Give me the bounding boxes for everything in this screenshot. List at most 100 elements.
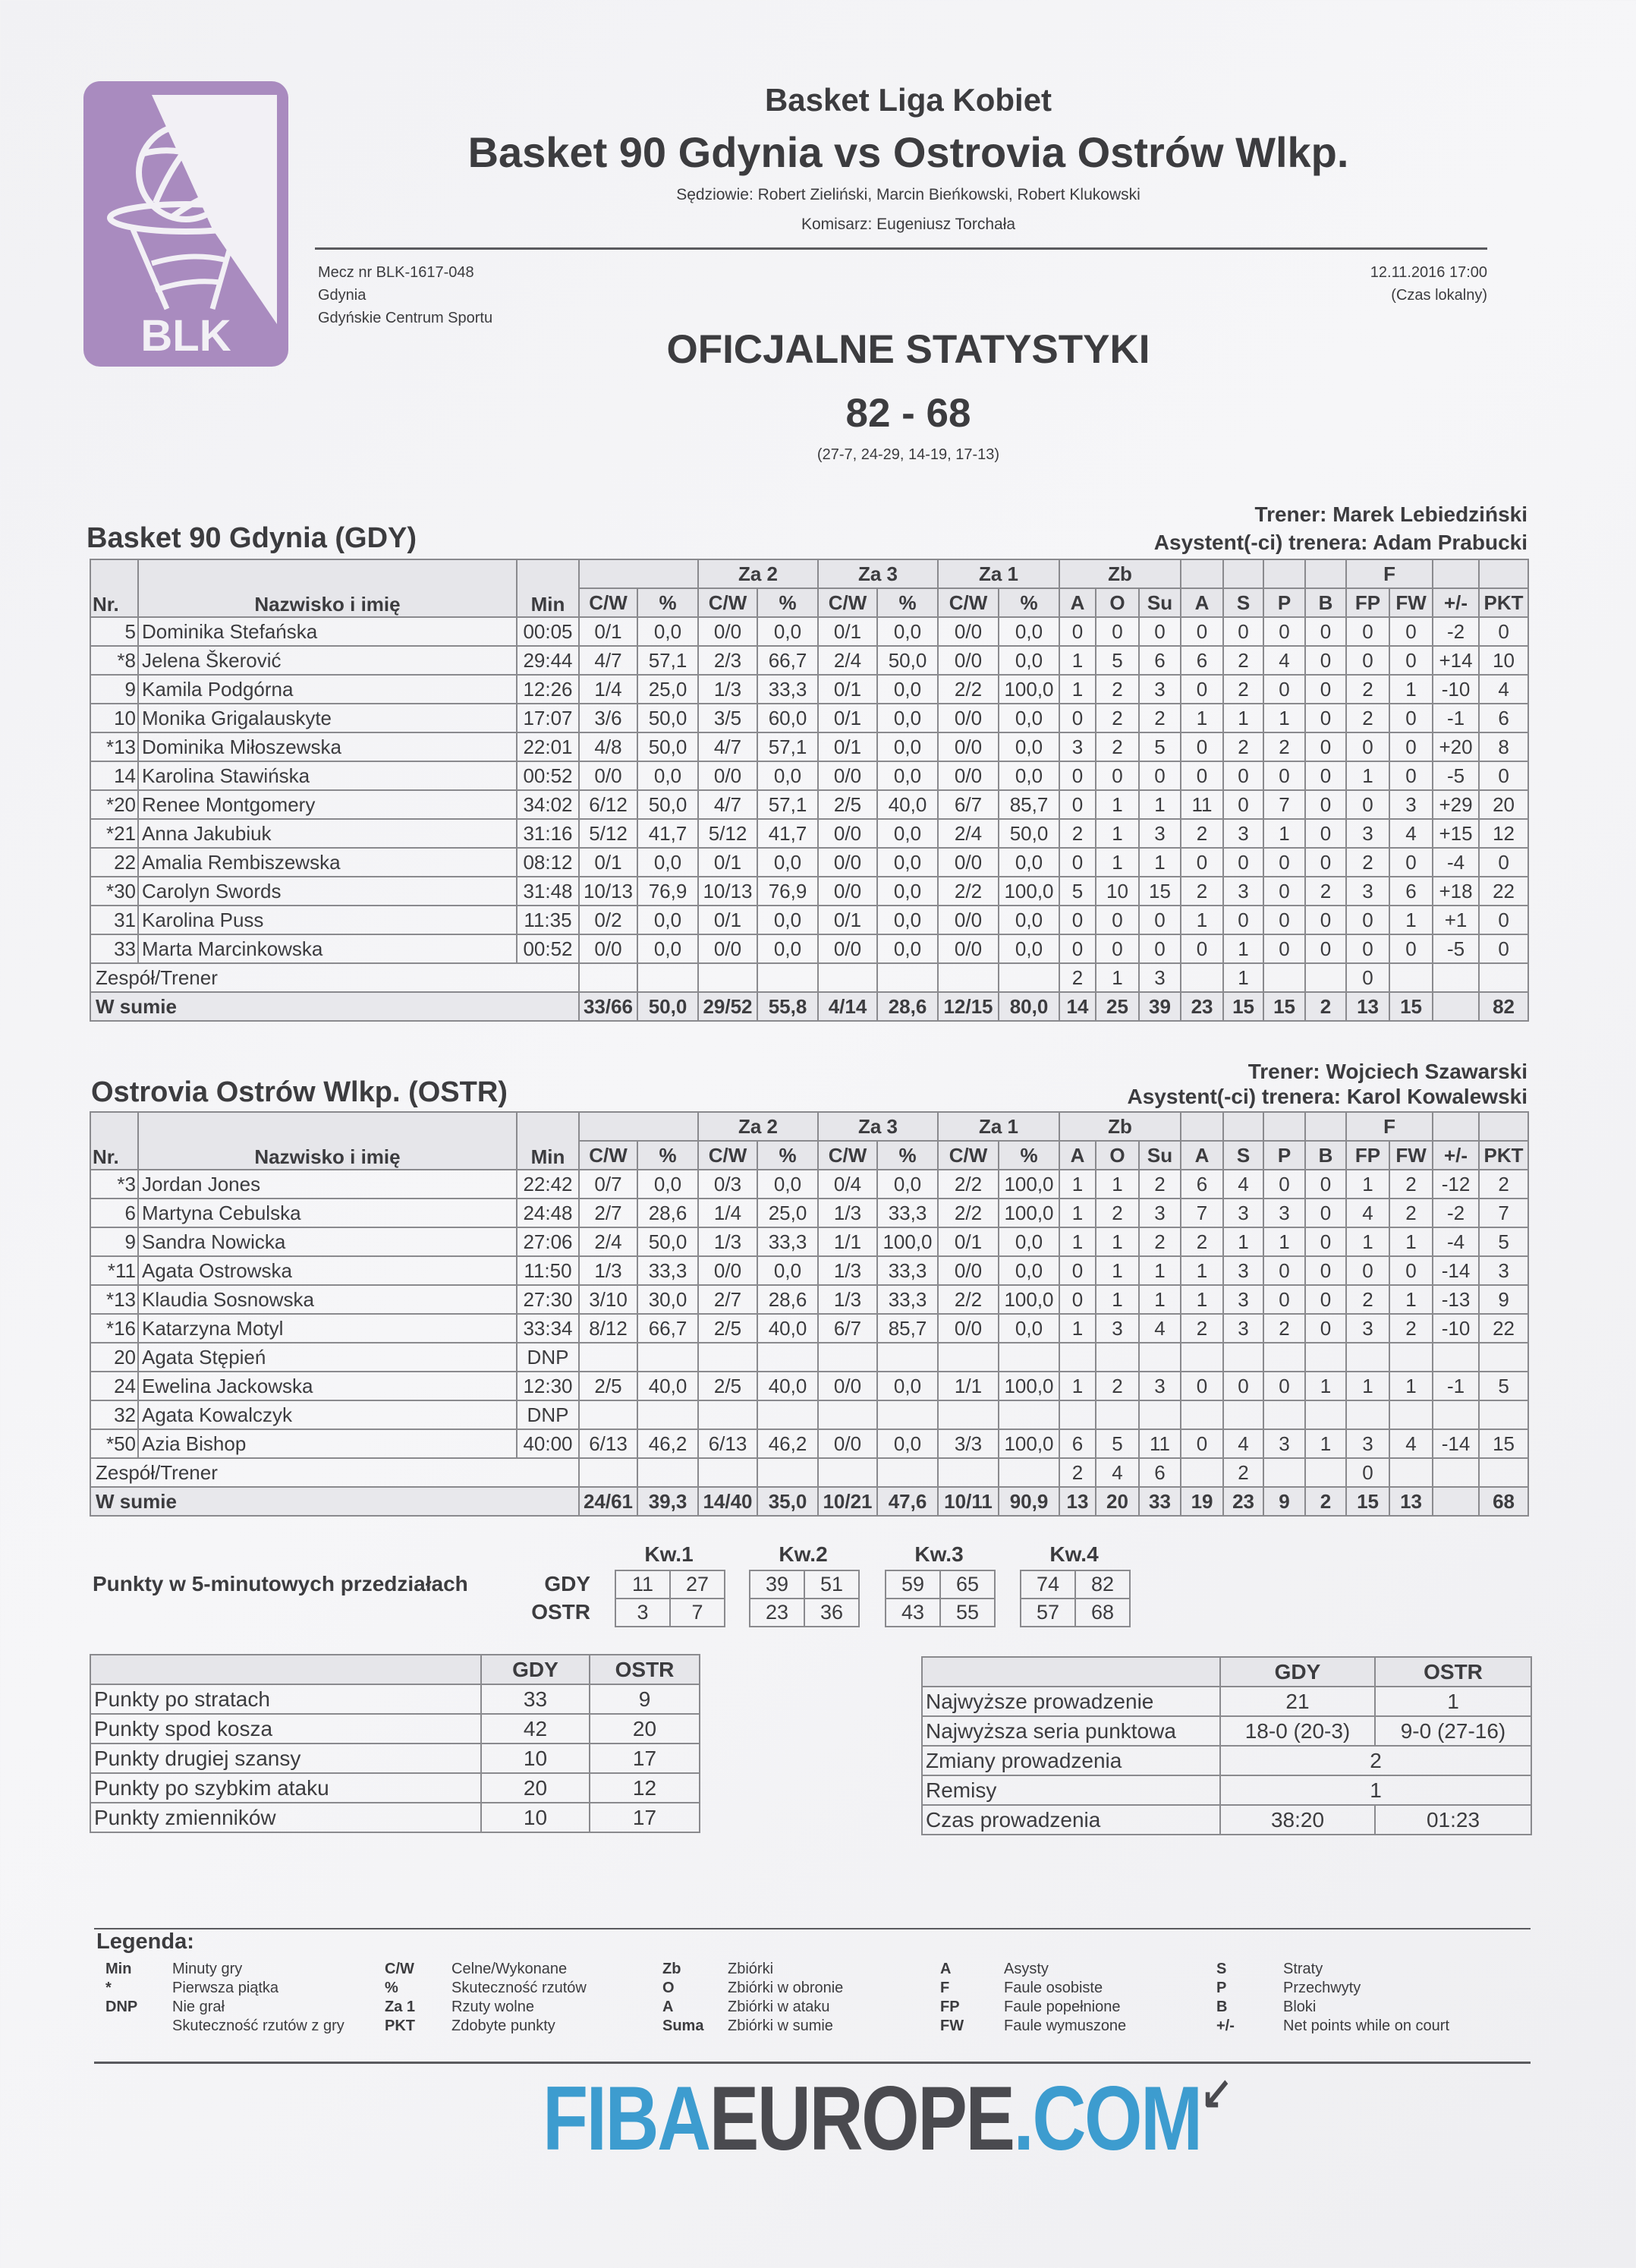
legend-divider-bottom [94, 2062, 1531, 2064]
player-number: *21 [90, 818, 139, 849]
interval-score: 11 [615, 1570, 671, 1599]
stat-fouls-drawn: 0 [1389, 1255, 1434, 1286]
player-name: Renee Montgomery [137, 789, 518, 820]
col-ft-made-att: C/W [937, 587, 999, 618]
stat-fouls-committed: 0 [1345, 789, 1391, 820]
player-number: *13 [90, 1284, 139, 1315]
stat-turnovers: 0 [1222, 847, 1265, 877]
player-row: 6 Martyna Cebulska 24:48 2/7 28,6 1/4 25,0 1/3 3… [90, 1198, 1530, 1228]
points-breakdown-table: GDY OSTR Punkty po stratach 33 9 Punkty spod … [90, 1654, 700, 1833]
stat-two-pct: 25,0 [757, 1198, 819, 1228]
stat-fg-made-att [578, 1342, 638, 1372]
stat-three-made-att: 0/0 [817, 818, 878, 849]
stat-value-ostr: 20 [589, 1713, 700, 1744]
player-minutes: 40:00 [516, 1429, 580, 1459]
player-number: 32 [90, 1400, 139, 1430]
stat-reb-total: 1 [1137, 847, 1182, 877]
stat-plus-minus: -1 [1432, 703, 1480, 733]
stat-points: 12 [1478, 818, 1530, 849]
stat-turnovers: 0 [1222, 616, 1265, 647]
match-venue: Gdyńskie Centrum Sportu [318, 310, 493, 326]
stat-assists [1180, 1400, 1225, 1430]
stat-fouls-committed: 0 [1345, 645, 1391, 676]
col-points: PKT [1478, 587, 1530, 618]
header-cell: GDY [1219, 1656, 1376, 1687]
stat-fouls-committed [1345, 1342, 1391, 1372]
stat-three-pct [876, 1342, 939, 1372]
group-blank [1304, 1111, 1348, 1142]
col-two-made-att: C/W [697, 587, 758, 618]
stat-label: Najwyższe prowadzenie [921, 1686, 1221, 1717]
stat-reb-total: 3 [1137, 818, 1182, 849]
stat-reb-off: 1 [1059, 645, 1096, 676]
legend-desc: Zbiórki [728, 1961, 774, 1977]
total-fg-pct: 39,3 [637, 1486, 699, 1517]
stat-two-made-att: 2/7 [697, 1284, 758, 1315]
col-min: Min [516, 559, 580, 618]
player-number: *16 [90, 1313, 139, 1343]
stat-fouls-drawn: 3 [1389, 789, 1434, 820]
header-cell: OSTR [1374, 1656, 1532, 1687]
total-fouls-drawn: 15 [1389, 991, 1434, 1022]
player-number: *13 [90, 732, 139, 762]
stat-label: Punkty zmienników [90, 1802, 482, 1833]
total-ft-made-att: 12/15 [937, 991, 999, 1022]
stat-reb-def: 2 [1095, 732, 1140, 762]
stat-fg-made-att: 0/0 [578, 761, 638, 791]
team-stat-ft-made-att [937, 1457, 999, 1488]
player-minutes: 31:16 [516, 818, 580, 849]
team-stat-ft-made-att [937, 962, 999, 993]
stat-ft-pct: 0,0 [998, 761, 1060, 791]
stat-reb-def: 2 [1095, 703, 1140, 733]
stat-three-pct: 0,0 [876, 876, 939, 906]
stat-reb-off: 0 [1059, 789, 1096, 820]
stat-three-pct: 33,3 [876, 1284, 939, 1315]
stat-ft-pct: 0,0 [998, 732, 1060, 762]
header-row: GDY OSTR [921, 1656, 1532, 1687]
stat-fouls-drawn: 6 [1389, 876, 1434, 906]
stat-plus-minus: +20 [1432, 732, 1480, 762]
legend-abbr: B [1216, 1999, 1228, 2015]
stat-label: Remisy [921, 1775, 1221, 1806]
stat-assists: 0 [1180, 674, 1225, 704]
stat-blocks [1304, 1342, 1348, 1372]
stat-ft-made-att: 2/2 [937, 1284, 999, 1315]
stat-reb-total: 2 [1137, 1227, 1182, 1257]
stat-value-ostr: 17 [589, 1802, 700, 1833]
team-stat-two-made-att [697, 962, 758, 993]
stat-fg-made-att: 2/7 [578, 1198, 638, 1228]
stat-three-made-att: 0/1 [817, 905, 878, 935]
stat-fouls-drawn: 1 [1389, 1227, 1434, 1257]
stat-two-pct: 28,6 [757, 1284, 819, 1315]
stat-fouls-committed: 2 [1345, 1284, 1391, 1315]
stat-two-pct: 60,0 [757, 703, 819, 733]
stat-plus-minus: -14 [1432, 1255, 1480, 1286]
player-row: 10 Monika Grigalauskyte 17:07 3/6 50,0 3/5 60,… [90, 703, 1530, 733]
group-blank [1432, 1111, 1480, 1142]
stat-ft-made-att: 0/0 [937, 847, 999, 877]
legend-desc: Nie grał [172, 1999, 225, 2015]
stat-fg-pct: 46,2 [637, 1429, 699, 1459]
total-two-made-att: 29/52 [697, 991, 758, 1022]
group-za3: Za 3 [817, 1111, 939, 1142]
stat-ft-pct: 0,0 [998, 645, 1060, 676]
team-stat-ft-pct [998, 962, 1060, 993]
player-row: *20 Renee Montgomery 34:02 6/12 50,0 4/7 57,1 2… [90, 789, 1530, 820]
team-stat-reb-total: 3 [1137, 962, 1182, 993]
stat-two-made-att: 2/5 [697, 1371, 758, 1401]
stat-fg-made-att: 2/5 [578, 1371, 638, 1401]
stat-assists: 1 [1180, 1255, 1225, 1286]
header-cell [90, 1654, 482, 1685]
stat-reb-off: 0 [1059, 934, 1096, 964]
stat-three-made-att: 2/5 [817, 789, 878, 820]
player-row: *11 Agata Ostrowska 11:50 1/3 33,3 0/0 0,0 1/3 3… [90, 1255, 1530, 1286]
player-minutes: DNP [516, 1400, 580, 1430]
basketball-icon [136, 122, 236, 222]
interval-score: 3 [615, 1598, 671, 1627]
team-stat-fg-pct [637, 1457, 699, 1488]
stat-plus-minus: +18 [1432, 876, 1480, 906]
stat-reb-def: 5 [1095, 645, 1140, 676]
legend-desc: Skuteczność rzutów z gry [172, 2018, 345, 2034]
group-blank [1180, 559, 1225, 589]
stat-two-pct: 0,0 [757, 1255, 819, 1286]
